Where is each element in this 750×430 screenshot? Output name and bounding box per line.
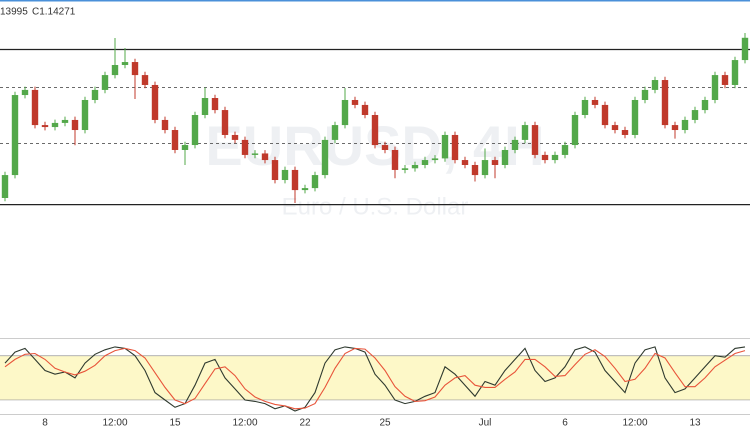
candle-body — [621, 130, 629, 135]
candle-body — [181, 145, 189, 150]
ohlc-partial: 13995 — [0, 7, 28, 18]
candle-body — [101, 75, 109, 90]
candle-body — [261, 153, 269, 161]
candle-body — [141, 75, 149, 85]
candle-body — [121, 62, 129, 66]
candle-body — [631, 99, 639, 135]
x-tick-label: 22 — [299, 418, 311, 429]
candle-body — [311, 175, 319, 189]
candle-body — [341, 99, 349, 126]
candle-body — [481, 160, 489, 176]
candle-body — [701, 99, 709, 111]
candle-body — [451, 134, 459, 161]
x-tick-label: 15 — [169, 418, 181, 429]
candle-body — [721, 75, 729, 85]
candle-body — [21, 89, 29, 96]
x-tick-label: 8 — [42, 418, 48, 429]
candle-body — [501, 149, 509, 165]
candle-body — [591, 99, 599, 105]
candle-body — [731, 60, 739, 85]
candle-body — [351, 99, 359, 105]
ohlc-close: C1.14271 — [32, 7, 76, 18]
candle-body — [641, 89, 649, 100]
x-tick-label: Jul — [479, 418, 492, 429]
candle-body — [571, 115, 579, 146]
candle-body — [691, 110, 699, 120]
stochastic-line — [4, 346, 746, 412]
candle-body — [191, 115, 199, 146]
candle-body — [281, 169, 289, 181]
x-tick-label: 13 — [689, 418, 701, 429]
x-tick-label: 6 — [562, 418, 568, 429]
candle-body — [671, 125, 679, 131]
candle-body — [241, 139, 249, 155]
candle-body — [111, 65, 119, 76]
stochastic-line — [4, 347, 746, 410]
candle-body — [231, 134, 239, 140]
candle-body — [61, 119, 69, 123]
candle-body — [561, 145, 569, 155]
candle-body — [381, 145, 389, 150]
candle-body — [331, 125, 339, 140]
candle-body — [51, 122, 59, 128]
candle-body — [1, 175, 9, 198]
candle-body — [151, 84, 159, 120]
candle-body — [401, 168, 409, 170]
candle-body — [471, 165, 479, 176]
candle-body — [301, 188, 309, 191]
candle-body — [651, 80, 659, 90]
candle-body — [581, 99, 589, 116]
candle-body — [11, 95, 19, 176]
candle-body — [171, 130, 179, 150]
candle-body — [371, 115, 379, 146]
candle-body — [71, 119, 79, 131]
x-tick-label: 12:00 — [102, 418, 127, 429]
candle-body — [31, 89, 39, 126]
x-tick-label: 12:00 — [622, 418, 647, 429]
candle-body — [491, 160, 499, 165]
candle-body — [551, 154, 559, 161]
candle-body — [421, 160, 429, 165]
candle-body — [511, 139, 519, 150]
candle-body — [131, 62, 139, 76]
candle-body — [391, 149, 399, 170]
candle-body — [521, 125, 529, 140]
candle-body — [411, 165, 419, 169]
x-tick-label: 25 — [379, 418, 391, 429]
candle-body — [431, 158, 439, 161]
candle-body — [441, 134, 449, 159]
candle-body — [291, 169, 299, 191]
band-fill — [0, 355, 750, 400]
x-tick-label: 12:00 — [232, 418, 257, 429]
candle-body — [81, 99, 89, 131]
candle-body — [681, 119, 689, 131]
candle-body — [711, 75, 719, 100]
candle-body — [251, 153, 259, 155]
candle-body — [611, 125, 619, 131]
candle-body — [201, 98, 209, 116]
candle-body — [661, 80, 669, 126]
candle-body — [741, 37, 749, 61]
candle-body — [531, 125, 539, 155]
candle-body — [361, 104, 369, 116]
candle-body — [221, 110, 229, 135]
candle-body — [461, 160, 469, 165]
candle-body — [321, 139, 329, 176]
candle-body — [541, 154, 549, 161]
candle-body — [601, 104, 609, 126]
watermark-description: Euro / U.S. Dollar — [282, 193, 469, 220]
candle-body — [161, 119, 169, 131]
candle-body — [91, 89, 99, 100]
candle-body — [271, 160, 279, 181]
candle-body — [41, 125, 49, 128]
candle-body — [211, 98, 219, 111]
